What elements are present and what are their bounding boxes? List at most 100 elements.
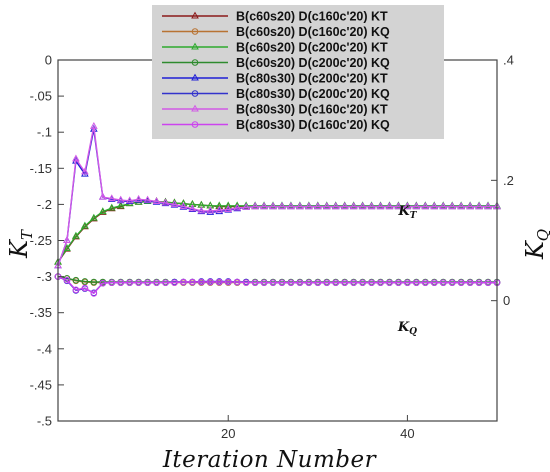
x-axis-label: Iteration Number [162, 447, 378, 472]
annotation-layer: KT KQ [397, 204, 418, 337]
x-tick-label: 40 [400, 426, 414, 441]
data-point [116, 195, 125, 203]
series-layer [54, 121, 501, 297]
data-point [251, 202, 259, 210]
data-point [377, 279, 384, 286]
legend-label: B(c60s20) D(c200c'20) KQ [236, 56, 390, 70]
data-point [404, 279, 411, 286]
data-point [81, 221, 89, 229]
data-point [233, 203, 242, 211]
data-point [484, 202, 492, 210]
legend-label: B(c60s20) D(c160c'20) KQ [236, 25, 390, 39]
data-point [171, 279, 178, 286]
data-point [466, 202, 474, 210]
y-left-tick-label: -.05 [30, 89, 52, 104]
series-line [57, 200, 497, 263]
data-point [359, 279, 366, 286]
legend-entry: B(c80s30) D(c160c'20) KQ [162, 118, 390, 132]
y-left-tick-label: 0 [45, 53, 52, 68]
data-point [413, 279, 420, 286]
data-point [206, 207, 215, 215]
series-line [57, 275, 497, 295]
y-axis-label-left: KT [5, 229, 36, 259]
y-axis-label-right: KQ [521, 229, 550, 260]
curve-annotation: KT [397, 204, 417, 221]
data-point [198, 278, 205, 286]
y-right-tick-label: .4 [503, 53, 514, 68]
data-point [260, 202, 268, 210]
data-point [72, 276, 80, 284]
data-point [332, 279, 340, 286]
data-point [386, 279, 393, 286]
data-point [215, 278, 223, 286]
y-left-tick-label: -.25 [30, 233, 52, 248]
data-point [242, 202, 250, 210]
series-line [57, 129, 497, 267]
data-point [224, 278, 232, 286]
y-left-tick-label: -.45 [30, 377, 52, 392]
series-5 [54, 124, 501, 269]
data-point [162, 279, 169, 286]
data-point [197, 206, 206, 214]
y-left-tick-label: -.5 [37, 414, 52, 429]
data-point [207, 278, 214, 286]
y-left-tick-label: -.4 [37, 341, 52, 356]
y-right-tick-label: .2 [503, 173, 514, 188]
data-point [367, 202, 376, 210]
data-point [63, 244, 71, 251]
data-point [134, 194, 143, 202]
data-point [242, 279, 250, 286]
data-point [358, 202, 367, 210]
data-point [475, 279, 483, 286]
data-point [81, 167, 89, 175]
data-point [421, 202, 430, 210]
data-point [81, 284, 89, 292]
legend-entry: B(c80s30) D(c160c'20) KT [162, 103, 388, 117]
tick-layer: 0 -.05 -.1 -.15 -.2 -.25 -.3 -.35 -.4 -.45 -.5 0 .2.… [30, 53, 514, 442]
legend-label: B(c80s30) D(c200c'20) KQ [236, 87, 390, 101]
data-point [278, 202, 286, 210]
data-point [143, 195, 152, 203]
data-point [81, 278, 89, 285]
legend-marker [191, 73, 199, 81]
data-point [144, 279, 151, 286]
legend-marker [191, 42, 199, 50]
legend-entry: B(c60s20) D(c160c'20) KT [162, 10, 388, 24]
data-point [98, 207, 107, 215]
data-point [260, 279, 268, 286]
data-point [215, 205, 224, 213]
legend-entry: B(c60s20) D(c160c'20) KQ [162, 25, 390, 39]
data-point [350, 279, 357, 286]
data-point [475, 202, 483, 210]
data-point [484, 279, 492, 286]
data-point [296, 279, 304, 286]
data-point [117, 279, 125, 286]
data-point [322, 202, 331, 210]
data-point [125, 196, 134, 204]
data-point [126, 279, 133, 286]
data-point [224, 205, 233, 212]
data-point [313, 202, 322, 210]
data-point [135, 279, 142, 286]
legend-entry: B(c80s30) D(c200c'20) KQ [162, 87, 390, 101]
data-point [107, 194, 116, 202]
legend-background [152, 5, 444, 139]
series-7 [54, 121, 501, 269]
data-point [63, 276, 71, 284]
data-point [189, 278, 196, 286]
data-point [107, 203, 116, 211]
x-tick-label: 20 [221, 426, 235, 441]
legend-marker [191, 59, 199, 66]
data-point [72, 231, 80, 239]
series-line [57, 126, 497, 267]
data-point [179, 202, 188, 210]
legend-label: B(c80s30) D(c200c'20) KT [236, 72, 388, 86]
data-point [251, 279, 259, 286]
data-point [152, 197, 161, 205]
data-point [287, 202, 295, 210]
series-line [57, 275, 497, 294]
legend-label: B(c80s30) D(c160c'20) KT [236, 103, 388, 117]
data-point [430, 279, 438, 286]
data-point [349, 202, 358, 210]
data-point [188, 204, 197, 212]
